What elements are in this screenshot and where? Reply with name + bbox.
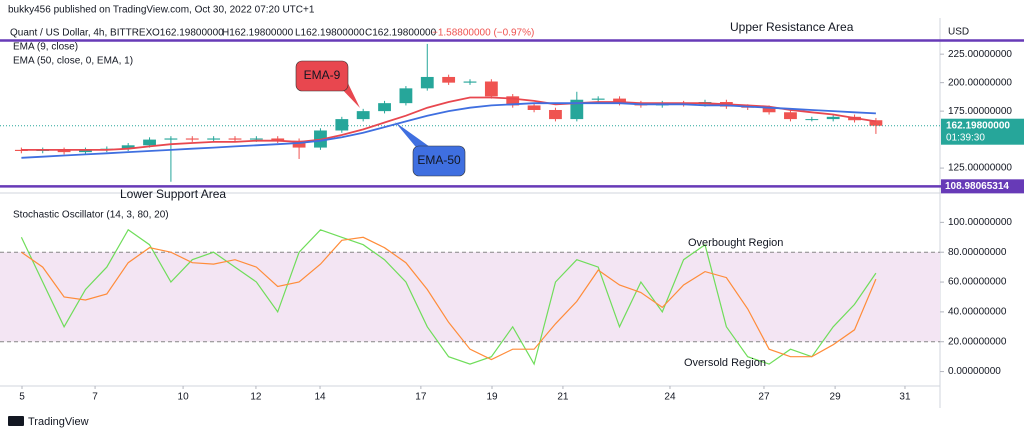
candle-body — [249, 138, 263, 140]
x-tick-label: 5 — [19, 392, 25, 403]
x-tick-label: 10 — [178, 392, 190, 403]
x-tick-label: 31 — [899, 392, 911, 403]
x-tick-label: 19 — [486, 392, 498, 403]
candle-body — [57, 149, 71, 153]
legend-entry: EMA (9, close) — [13, 42, 78, 53]
countdown: 01:39:30 — [946, 132, 985, 143]
candle-body — [784, 112, 797, 120]
candle-body — [805, 119, 819, 121]
candle-body — [378, 103, 391, 112]
y-tick-label: 0.00000000 — [948, 366, 1001, 377]
x-tick-label: 24 — [664, 392, 676, 403]
symbol: Quant / US Dollar, 4h, BITTREX — [10, 28, 153, 39]
candle-body — [463, 81, 477, 83]
candle-body — [79, 149, 92, 153]
y-tick-label: 40.00000000 — [948, 307, 1007, 318]
legend-entry: EMA (50, close, 0, EMA, 1) — [13, 56, 133, 67]
level-price: 108.98065314 — [945, 181, 1009, 192]
currency: USD — [948, 27, 969, 38]
y-tick-label: 175.00000000 — [948, 106, 1012, 117]
last-price-box — [941, 118, 1024, 145]
candle-body — [228, 138, 242, 140]
candle-body — [613, 98, 626, 104]
candle-body — [271, 138, 285, 141]
candle-body — [207, 138, 221, 140]
candle-body — [549, 109, 562, 120]
y-tick-label: 80.00000000 — [948, 247, 1007, 258]
x-tick-label: 14 — [314, 392, 326, 403]
candle-body — [869, 120, 883, 126]
stoch-line — [20, 228, 877, 366]
candle-body — [826, 116, 840, 120]
ema-line — [21, 96, 877, 151]
y-tick-label: 225.00000000 — [948, 49, 1012, 60]
candle-body — [121, 145, 135, 149]
candle-body — [356, 111, 370, 120]
candle-body — [292, 140, 306, 148]
y-tick-label: 125.00000000 — [948, 163, 1012, 174]
band-label: Oversold Region — [684, 357, 766, 369]
candle-body — [14, 149, 28, 151]
callout-pointer — [395, 122, 430, 152]
x-tick-label: 27 — [758, 392, 770, 403]
x-tick-label: 21 — [557, 392, 569, 403]
level-label: Upper Resistance Area — [730, 20, 854, 34]
candle-body — [143, 139, 156, 146]
callout-label: EMA-50 — [417, 153, 461, 167]
x-tick-label: 29 — [830, 392, 842, 403]
callout-box — [295, 60, 349, 92]
stoch-line — [21, 236, 877, 361]
ohlc-high: H162.19800000 — [222, 28, 294, 39]
ema-line — [21, 102, 876, 159]
candle-body — [185, 138, 199, 140]
candle-body — [335, 119, 349, 131]
candle-body — [506, 96, 520, 106]
y-tick-label: 200.00000000 — [948, 77, 1012, 88]
candle-body — [164, 138, 178, 140]
candle-body — [420, 76, 434, 89]
candle-body — [570, 99, 584, 120]
ohlc-low: L162.19800000 — [295, 28, 365, 39]
candle-body — [484, 81, 498, 97]
logo — [8, 416, 24, 426]
ohlc-close: C162.19800000 — [365, 28, 437, 39]
x-tick-label: 17 — [415, 392, 427, 403]
last-price: 162.19800000 — [946, 120, 1010, 131]
callout-box — [412, 145, 466, 177]
candle-body — [399, 88, 413, 104]
band — [0, 252, 940, 342]
level-price-box — [941, 179, 1024, 194]
brand: TradingView — [28, 416, 89, 428]
y-tick-label: 20.00000000 — [948, 336, 1007, 347]
callout-label: EMA-9 — [304, 68, 341, 82]
level-label: Lower Support Area — [120, 187, 226, 201]
change: −1.58800000 (−0.97%) — [432, 28, 534, 39]
pane-title: Stochastic Oscillator (14, 3, 80, 20) — [13, 210, 169, 221]
candle-body — [762, 107, 776, 113]
x-tick-label: 7 — [92, 392, 98, 403]
candle-body — [442, 76, 456, 83]
ohlc-open: O162.19800000 — [152, 28, 224, 39]
y-tick-label: 100.00000000 — [948, 217, 1012, 228]
candle-body — [527, 105, 541, 110]
band-label: Overbought Region — [688, 237, 783, 249]
x-tick-label: 12 — [250, 392, 262, 403]
y-tick-label: 60.00000000 — [948, 277, 1007, 288]
candle-body — [591, 98, 605, 100]
published: bukky456 published on TradingView.com, O… — [8, 5, 315, 16]
